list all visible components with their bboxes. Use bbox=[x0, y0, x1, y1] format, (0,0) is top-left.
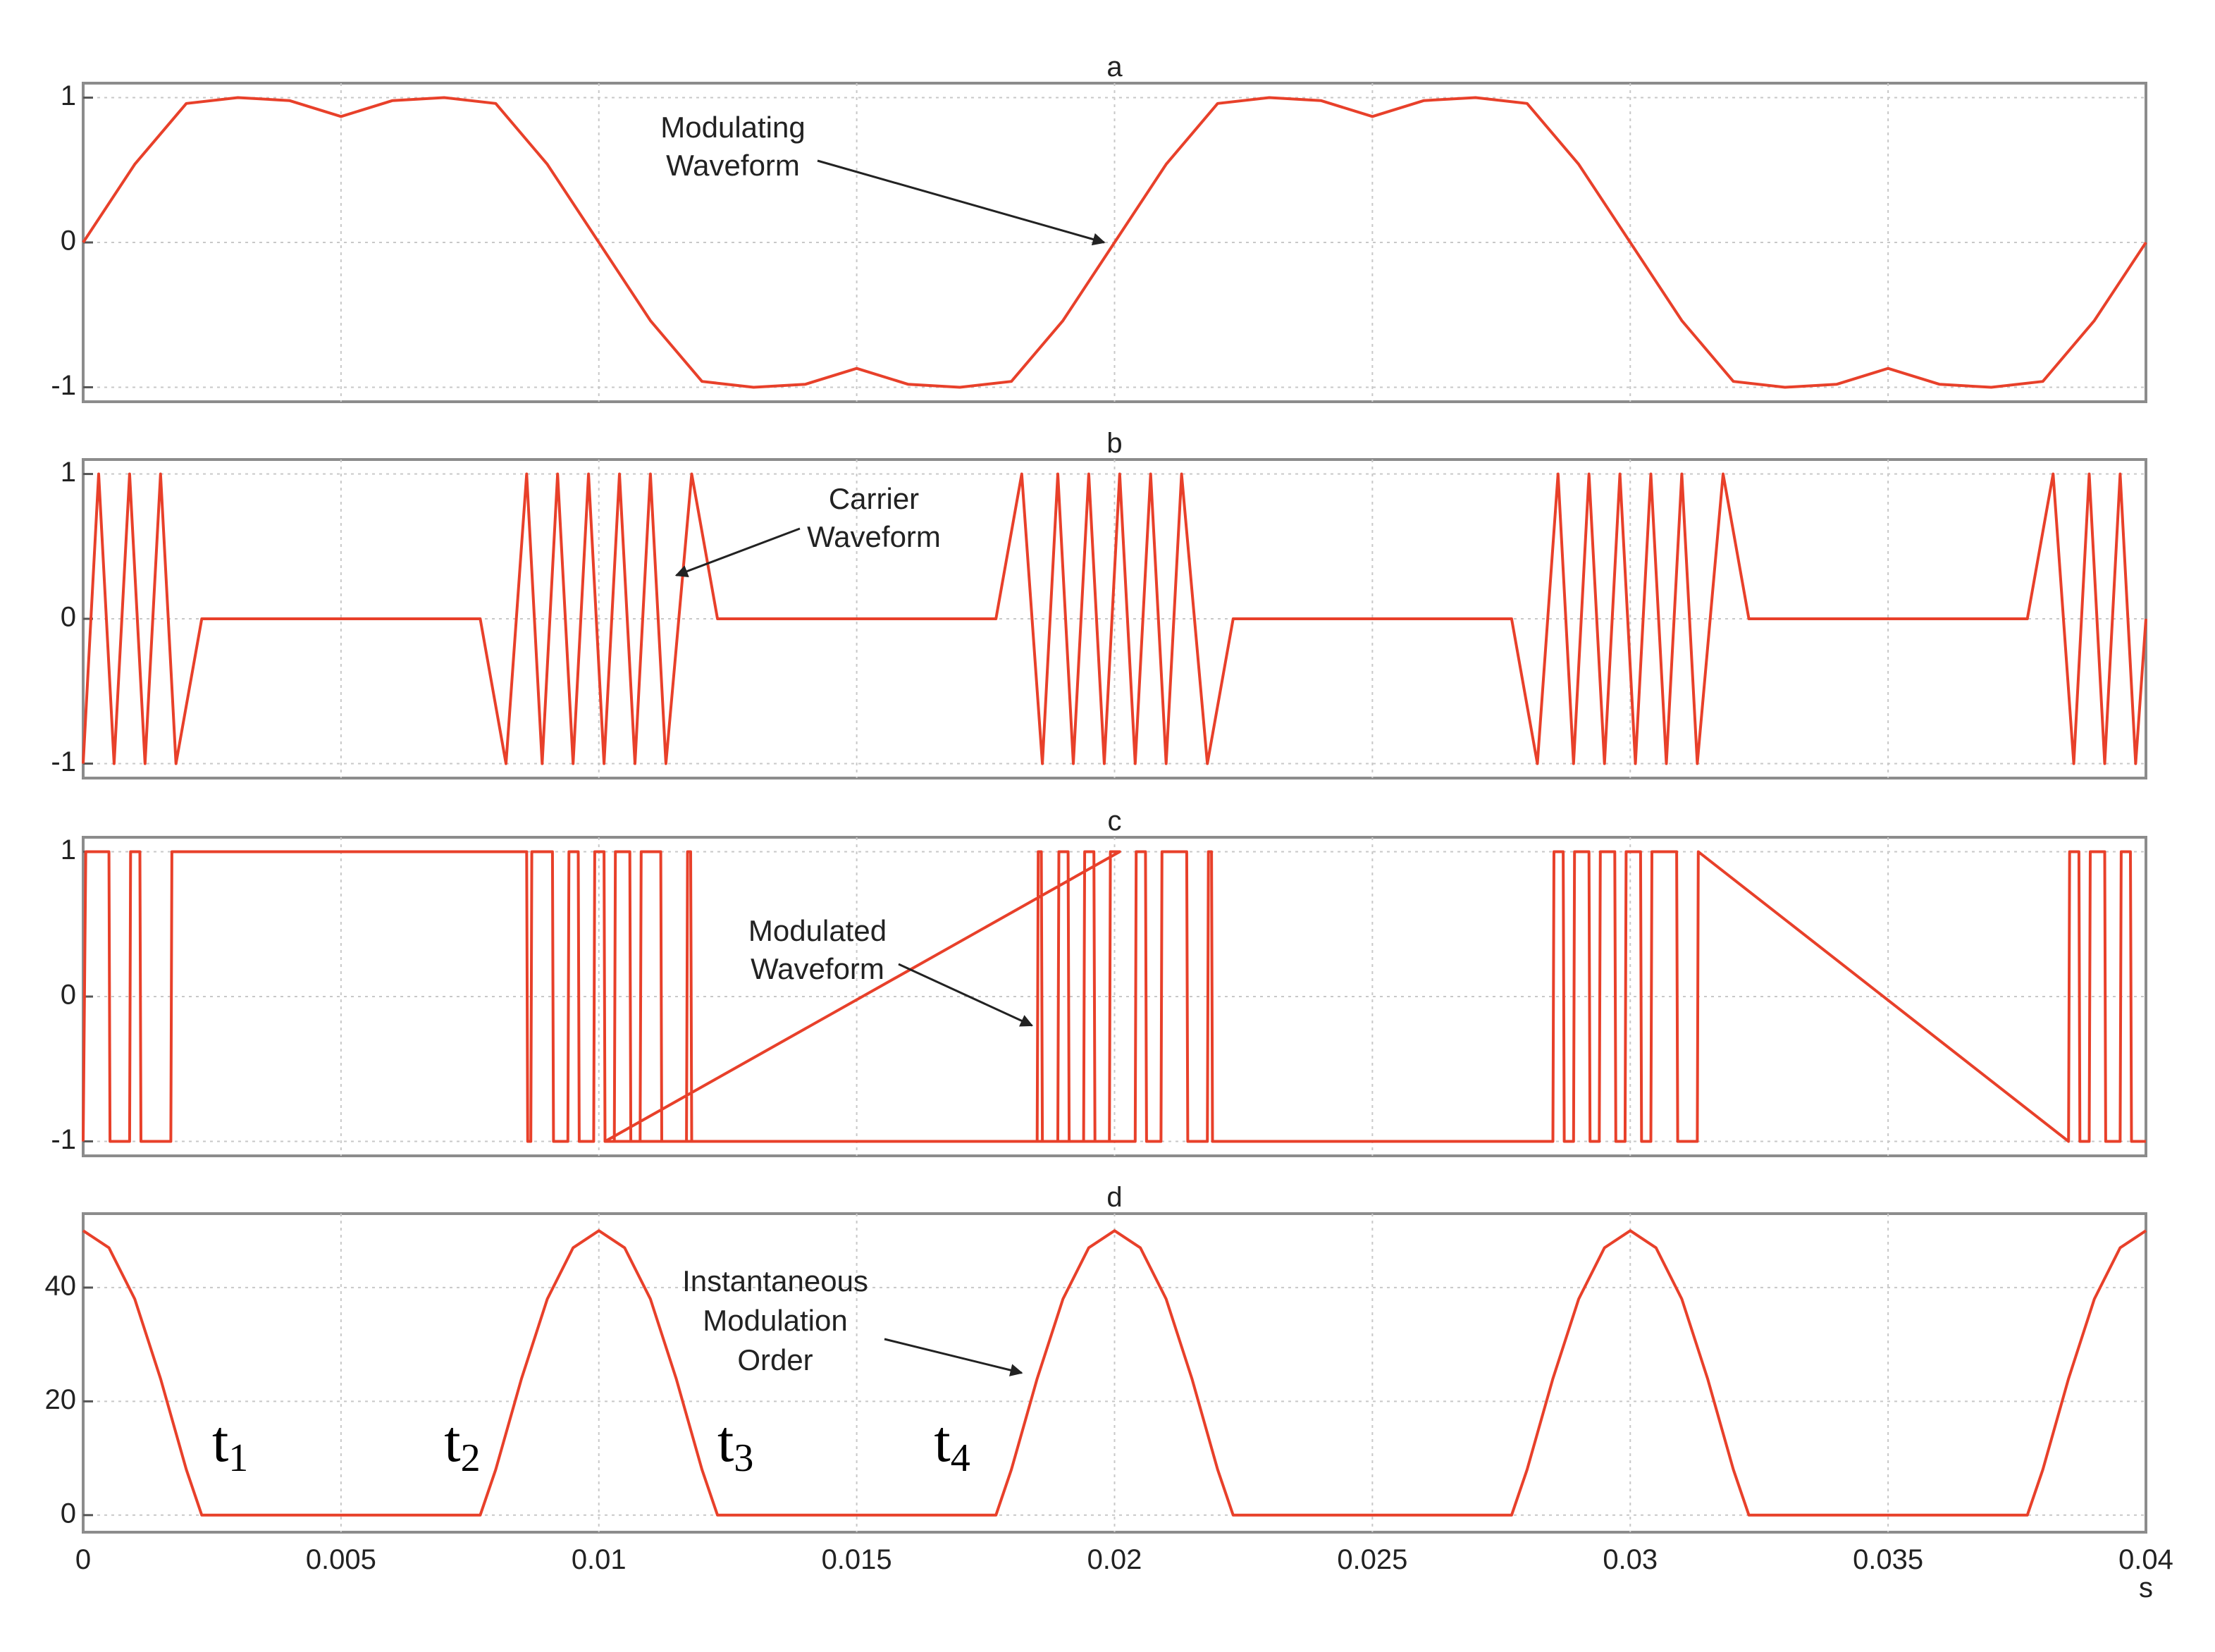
x-tick-label: 0.015 bbox=[822, 1544, 892, 1575]
panel-c: 1 0 -1 c Modulated Waveform bbox=[51, 806, 2147, 1157]
y-tick-label: 20 bbox=[45, 1384, 77, 1415]
panel-b: 1 0 -1 b Carrier Waveform bbox=[51, 428, 2147, 779]
annotation-arrow bbox=[817, 159, 1106, 246]
panel-title: c bbox=[1108, 806, 1122, 837]
annotation-text: Modulating bbox=[660, 111, 805, 144]
plot-frame bbox=[82, 1212, 2147, 1534]
annotation-text: Waveform bbox=[751, 952, 884, 985]
x-unit-label: s bbox=[2139, 1572, 2153, 1603]
panel-d: 40 20 0 d 0 0.005 0.01 0.015 0.02 0.025 0.03 0.035 0… bbox=[45, 1182, 2173, 1603]
x-tick-label: 0 bbox=[75, 1544, 91, 1575]
point-label: t3 bbox=[717, 1409, 753, 1480]
y-tick-label: 1 bbox=[61, 80, 76, 111]
panel-a: 1 0 -1 a Modulating Waveform bbox=[51, 51, 2147, 403]
annotation-text: Carrier bbox=[829, 482, 919, 515]
x-tick-label: 0.025 bbox=[1337, 1544, 1407, 1575]
x-tick-label: 0.01 bbox=[572, 1544, 627, 1575]
y-tick-label: 0 bbox=[61, 226, 76, 257]
x-tick-label: 0.03 bbox=[1603, 1544, 1658, 1575]
annotation-text: Order bbox=[737, 1343, 813, 1376]
y-tick-label: 0 bbox=[61, 980, 76, 1011]
panel-title: d bbox=[1106, 1182, 1122, 1213]
point-label: t1 bbox=[212, 1409, 248, 1480]
annotation-text: Modulated bbox=[748, 914, 887, 947]
y-tick-label: 1 bbox=[61, 834, 76, 865]
series-line bbox=[82, 96, 2147, 389]
x-tick-label: 0.005 bbox=[306, 1544, 376, 1575]
annotation-text: Modulation bbox=[703, 1304, 847, 1337]
series-line bbox=[82, 850, 2146, 1143]
x-tick-label: 0.035 bbox=[1853, 1544, 1923, 1575]
y-tick-label: 1 bbox=[61, 457, 76, 488]
y-tick-label: 0 bbox=[61, 1498, 76, 1529]
point-label: t2 bbox=[444, 1409, 480, 1480]
annotation-text: Instantaneous bbox=[682, 1264, 868, 1297]
annotation-text: Waveform bbox=[666, 149, 800, 182]
point-label: t4 bbox=[934, 1409, 970, 1480]
annotation-arrow bbox=[884, 1338, 1023, 1376]
x-tick-label: 0.04 bbox=[2118, 1544, 2173, 1575]
y-tick-label: 0 bbox=[61, 602, 76, 633]
y-tick-label: 40 bbox=[45, 1270, 77, 1301]
y-tick-label: -1 bbox=[51, 370, 76, 401]
series-line bbox=[82, 1229, 2147, 1517]
y-tick-label: -1 bbox=[51, 1124, 76, 1155]
y-tick-label: -1 bbox=[51, 746, 76, 777]
x-tick-label: 0.02 bbox=[1087, 1544, 1142, 1575]
panel-title: b bbox=[1106, 428, 1122, 459]
annotation-text: Waveform bbox=[807, 520, 941, 553]
annotation-arrow bbox=[898, 963, 1034, 1027]
annotation-arrow bbox=[674, 527, 801, 578]
series-line bbox=[82, 472, 2147, 765]
panel-title: a bbox=[1106, 51, 1123, 82]
